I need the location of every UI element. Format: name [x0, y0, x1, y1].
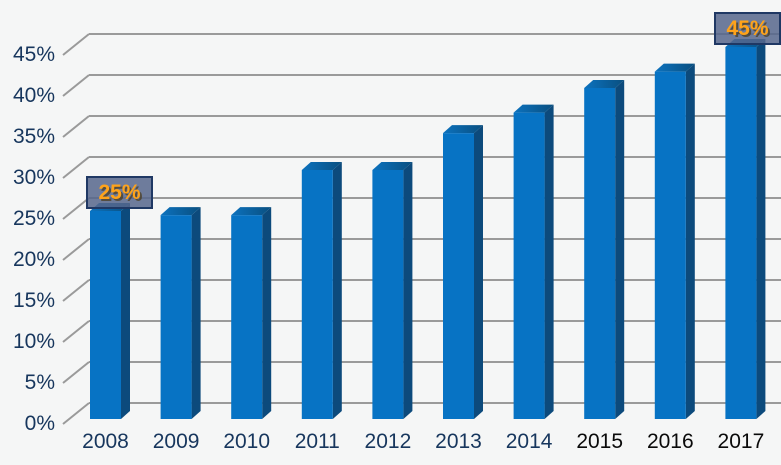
bar-side-2010 [262, 207, 272, 419]
x-tick-label-2011: 2011 [294, 430, 340, 453]
x-tick-label-2014: 2014 [505, 430, 553, 453]
bar-side-2017 [756, 39, 766, 419]
bar-top-2010 [231, 207, 272, 216]
bar-side-2009 [191, 207, 201, 419]
x-tick-label-2017: 2017 [717, 430, 765, 453]
x-tick-label-2010: 2010 [223, 430, 271, 453]
bar-side-2015 [615, 80, 625, 419]
y-tick-label: 0% [24, 412, 55, 435]
gridline-diagonal [62, 238, 90, 261]
data-label-text: 25% [98, 180, 141, 204]
bar-side-2014 [544, 104, 554, 419]
bar-front-2015 [584, 88, 616, 419]
data-label-text: 45% [726, 16, 769, 40]
y-tick-label: 35% [12, 125, 55, 148]
data-label-callout-2017: 45% [714, 12, 781, 45]
bar-top-2009 [160, 207, 201, 216]
bar-front-2013 [443, 133, 474, 419]
y-tick-label: 40% [12, 84, 55, 107]
bar-front-2012 [372, 170, 404, 419]
y-tick-label: 10% [12, 330, 55, 353]
bar-front-2014 [513, 112, 545, 419]
bar-front-2016 [654, 71, 686, 419]
bar-side-2008 [121, 203, 130, 419]
x-tick-label-2016: 2016 [646, 430, 694, 453]
gridline-diagonal [62, 197, 90, 220]
x-tick-label-2008: 2008 [82, 430, 129, 453]
x-tick-label-2015: 2015 [576, 430, 624, 453]
bar-front-2008 [90, 211, 121, 419]
y-tick-label: 25% [12, 207, 55, 230]
gridline-diagonal [62, 361, 90, 384]
bar-top-2011 [301, 162, 342, 170]
bar-top-2014 [513, 104, 554, 113]
y-tick-label: 15% [12, 289, 55, 312]
y-tick-label: 5% [24, 371, 55, 394]
y-tick-label: 20% [12, 248, 55, 271]
gridline-diagonal [62, 279, 90, 302]
bar-side-2013 [474, 125, 483, 419]
bar-side-2012 [403, 162, 413, 419]
gridline-diagonal [62, 402, 90, 425]
x-tick-label-2009: 2009 [152, 430, 200, 453]
gridline-diagonal [62, 320, 90, 343]
bar-top-2015 [584, 80, 625, 88]
bar-front-2017 [725, 47, 757, 419]
bar-side-2016 [685, 63, 695, 419]
bar-top-2012 [372, 162, 413, 170]
bar-top-2013 [443, 125, 483, 134]
x-tick-label-2013: 2013 [435, 430, 482, 453]
bar-side-2011 [332, 162, 342, 419]
y-tick-label: 45% [12, 43, 55, 66]
bars [90, 39, 766, 419]
gridline-diagonal [62, 33, 90, 56]
data-label-callout-2008: 25% [86, 176, 153, 209]
bar-front-2011 [301, 170, 333, 419]
bar-top-2016 [654, 63, 695, 72]
bar-front-2009 [160, 215, 192, 419]
bar-front-2010 [231, 215, 263, 419]
gridline-diagonal [62, 74, 90, 97]
y-tick-label: 30% [12, 166, 55, 189]
x-tick-label-2012: 2012 [364, 430, 412, 453]
gridline-diagonal [62, 115, 90, 138]
gridline-diagonal [62, 156, 90, 179]
